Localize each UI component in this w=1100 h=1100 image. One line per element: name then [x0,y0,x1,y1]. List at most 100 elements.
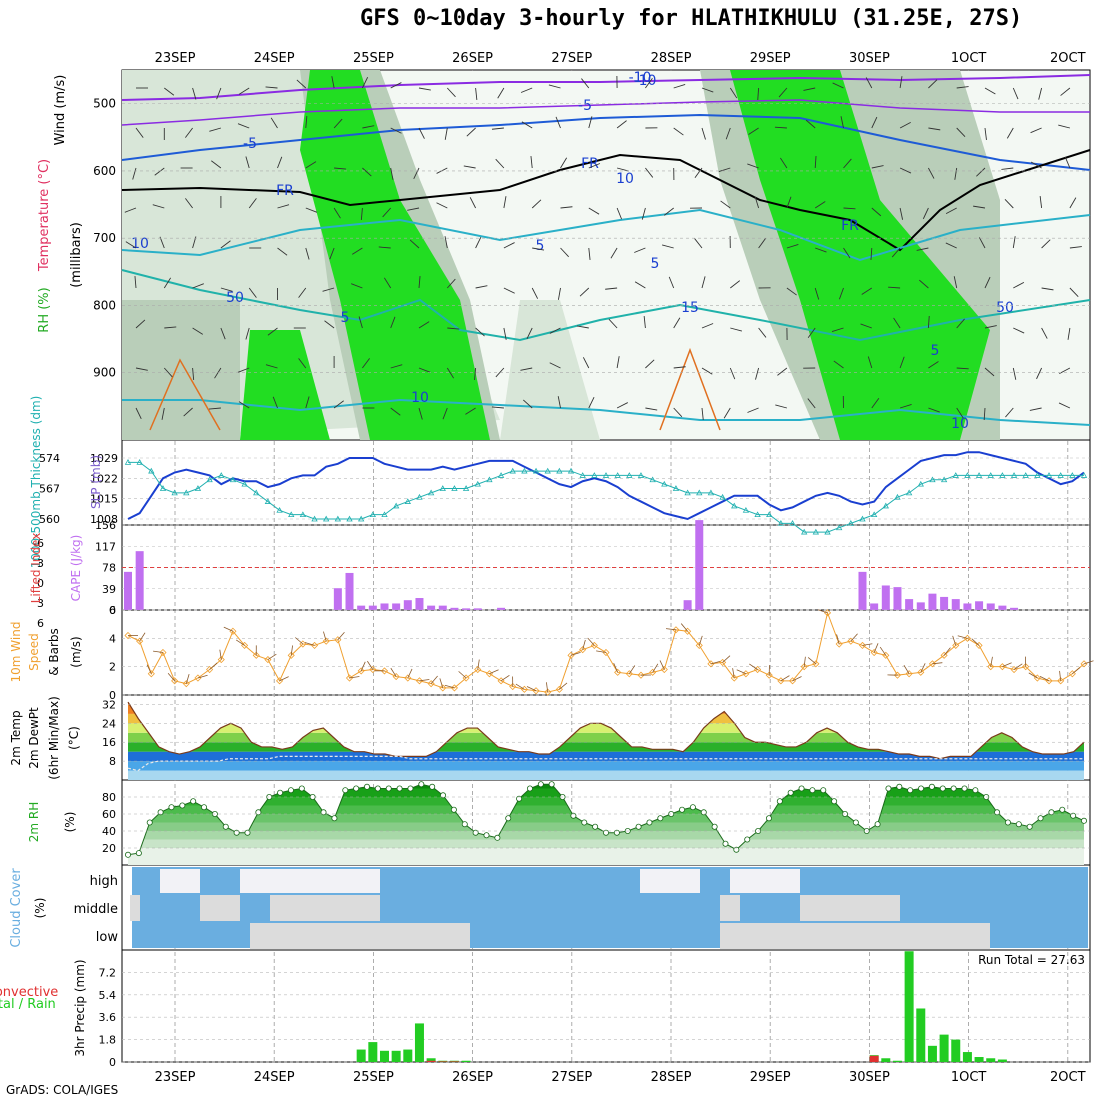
rh-point [581,819,588,826]
thickness-point [591,472,598,478]
temp-contour--5-purple [121,99,1090,126]
wind-barb [522,399,533,409]
wind-barb [245,327,250,340]
rh-point [548,781,555,788]
wind-barb [831,327,844,332]
wind-barb-10m [477,659,480,670]
wind-speed-point [404,674,412,682]
wind-barb [956,86,969,89]
wind-barb [331,76,335,89]
thickness-point [649,476,656,483]
thickness-point [1022,472,1029,478]
wind-barb [390,82,402,89]
li-tick-label: 3 [37,597,44,610]
thickness-point [323,515,330,522]
thickness-point [859,515,866,522]
wind-barb [1058,124,1071,129]
wind-barb [475,285,488,289]
wind-barb [775,404,788,409]
cloud-gap [130,895,140,921]
wind-barb [560,247,570,258]
thickness-point [439,485,446,491]
wind-barb [645,167,654,178]
wind-barb [945,242,957,249]
thickness-point [462,485,470,491]
ylabel-rh-unit: (%) [63,812,77,833]
precip-total-bar [939,1034,949,1062]
wind-barb-10m [559,682,568,690]
freezing-level [121,149,1091,252]
thickness-point [183,489,190,496]
cape-bar [881,585,890,610]
thickness-tick-label: 560 [39,513,60,526]
slp-tick-label: 1022 [90,472,118,485]
wind-barb [634,281,646,289]
slp-line [127,451,1085,521]
wind-barb [418,407,423,420]
wind-barb [1058,402,1071,409]
wind-barb [532,247,545,251]
wind-barb-10m [710,660,721,665]
date-label-bottom: 26SEP [452,1070,493,1085]
precip-convective-bar [449,1061,459,1062]
wind-barb [1012,367,1017,380]
temp-line [127,701,1085,760]
wind-barb [238,87,250,95]
thickness-point [637,472,645,478]
wind-barb-10m [613,663,619,673]
contour-label: 5 [536,238,545,254]
wind-barb [560,206,573,209]
wind-barb [248,287,257,298]
wind-barb [928,79,938,89]
wind-barb-10m [792,676,802,682]
rh-point [733,846,740,853]
date-label-top: 23SEP [155,51,196,66]
wind-speed-point [765,671,773,679]
wind-speed-point [544,688,552,696]
wind-barb [643,316,646,329]
wind-barb [220,287,233,292]
wind-speed-point [1022,663,1030,671]
thickness-point [882,502,889,509]
cape-bar [916,602,925,610]
wind-barb [446,278,456,289]
wind-barb-10m [652,663,659,673]
cloud-gap [640,869,700,893]
wind-barb [843,247,851,259]
wind-barb [720,200,731,209]
cape-bar [963,603,972,610]
thickness-point [451,485,458,491]
cape-bar [940,596,949,610]
ylabel-temperature: Temperature (°C) [37,159,52,272]
wind-barb [805,119,816,129]
rh-point [429,783,436,790]
wind-barb [865,77,873,89]
wind-barb [237,367,250,373]
cape-bar [858,571,867,610]
wind-barb [634,247,646,253]
wind-barb-10m [197,674,208,679]
wind-barb [1006,127,1014,139]
precip-total-bar [986,1058,996,1062]
wind-barb [893,317,901,329]
wind-barb [1005,407,1014,418]
thickness-point [975,472,983,478]
wind-barb [645,359,655,369]
wind-barb [382,207,392,218]
wind-barb [1030,161,1042,169]
thickness-point [824,528,831,535]
wind-speed-point [357,667,365,675]
wind-barb [475,237,482,249]
precip-convective-bar [869,1055,879,1062]
wind-barb [694,167,703,178]
wind-barb [520,87,533,93]
rh-point [1048,809,1055,816]
wind-barb [192,367,195,380]
wind-barb [362,358,370,369]
cape-bar [368,605,377,610]
wind-speed-point [439,684,447,692]
thickness-line [128,461,1084,533]
cape-bar [124,571,132,610]
wind-barb [838,287,844,300]
thickness-point [544,467,551,474]
